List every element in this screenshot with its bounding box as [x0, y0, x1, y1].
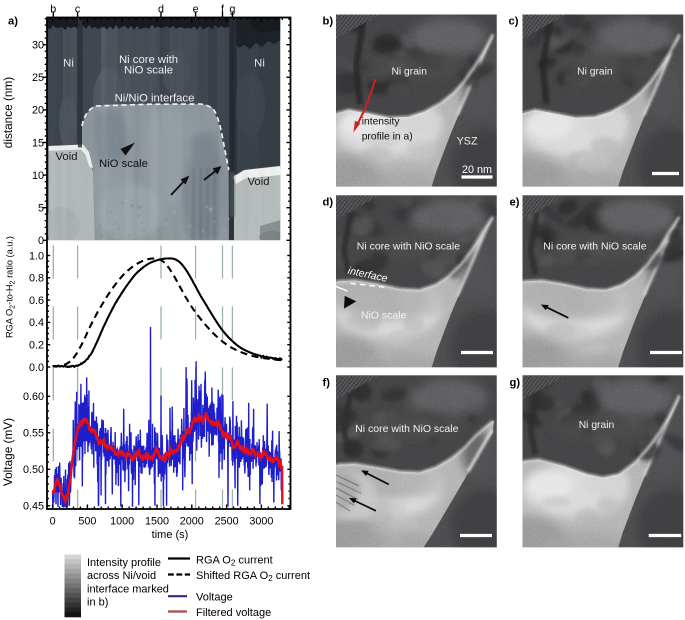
svg-text:Ni: Ni [63, 58, 74, 70]
svg-text:2000: 2000 [180, 516, 204, 528]
svg-text:0.4: 0.4 [29, 317, 44, 329]
svg-text:5: 5 [38, 203, 44, 215]
svg-text:0.6: 0.6 [29, 295, 44, 307]
svg-text:10: 10 [32, 170, 44, 182]
svg-text:NiO scale: NiO scale [361, 309, 407, 321]
svg-text:g): g) [510, 377, 521, 389]
svg-text:a): a) [8, 16, 18, 28]
svg-text:across Ni/void: across Ni/void [87, 570, 156, 582]
svg-text:0.0: 0.0 [29, 362, 44, 374]
svg-text:20 nm: 20 nm [462, 164, 492, 176]
svg-text:Ni core with NiO scale: Ni core with NiO scale [543, 241, 646, 253]
svg-text:0: 0 [50, 516, 56, 528]
svg-text:time (s): time (s) [152, 529, 189, 541]
svg-text:Ni grain: Ni grain [391, 67, 427, 78]
svg-text:NiO scale: NiO scale [124, 65, 173, 77]
svg-text:Intensity profile: Intensity profile [87, 557, 161, 569]
svg-text:Void: Void [248, 176, 270, 188]
svg-text:1500: 1500 [145, 516, 169, 528]
svg-text:30: 30 [32, 40, 44, 52]
svg-text:Void: Void [56, 151, 78, 163]
svg-text:0.8: 0.8 [29, 273, 44, 285]
svg-text:Ni grain: Ni grain [579, 420, 615, 431]
svg-text:0: 0 [38, 235, 44, 247]
svg-text:profile in a): profile in a) [362, 131, 413, 142]
svg-text:Ni core with: Ni core with [119, 54, 178, 66]
svg-text:0.50: 0.50 [23, 464, 44, 476]
svg-text:d: d [158, 4, 164, 16]
svg-text:20: 20 [32, 105, 44, 117]
svg-text:Voltage: Voltage [196, 592, 233, 604]
svg-text:b: b [50, 4, 56, 16]
svg-text:Ni core with NiO scale: Ni core with NiO scale [357, 241, 460, 253]
svg-text:g: g [229, 4, 235, 16]
svg-text:15: 15 [32, 137, 44, 149]
svg-text:RGA O2 current: RGA O2 current [196, 555, 273, 568]
svg-text:Ni: Ni [254, 58, 265, 70]
svg-text:interface marked: interface marked [87, 583, 169, 595]
svg-text:Shifted RGA O2 current: Shifted RGA O2 current [196, 570, 310, 583]
svg-text:c): c) [509, 16, 519, 28]
svg-text:500: 500 [78, 516, 96, 528]
svg-text:Ni grain: Ni grain [577, 67, 613, 78]
svg-text:0.2: 0.2 [29, 340, 44, 352]
svg-text:NiO scale: NiO scale [99, 158, 148, 170]
svg-text:in b): in b) [87, 597, 108, 609]
svg-text:e): e) [510, 197, 520, 209]
svg-text:YSZ: YSZ [457, 135, 478, 147]
svg-text:3000: 3000 [249, 516, 273, 528]
svg-text:0.45: 0.45 [23, 501, 44, 513]
svg-text:25: 25 [32, 72, 44, 84]
svg-text:0.55: 0.55 [23, 428, 44, 440]
svg-text:d): d) [323, 197, 334, 209]
svg-text:Filtered voltage: Filtered voltage [196, 607, 271, 619]
svg-text:e: e [193, 4, 199, 16]
svg-text:1000: 1000 [110, 516, 134, 528]
svg-text:c: c [75, 4, 81, 16]
svg-text:Ni core with NiO scale: Ni core with NiO scale [355, 423, 458, 435]
svg-text:f): f) [323, 377, 331, 389]
svg-text:intensity: intensity [362, 117, 401, 128]
svg-text:distance (nm): distance (nm) [1, 77, 15, 149]
svg-text:RGA O2-to-H2 ratio (a.u.): RGA O2-to-H2 ratio (a.u.) [5, 236, 17, 338]
svg-text:Voltage (mV): Voltage (mV) [1, 418, 15, 486]
svg-text:2500: 2500 [215, 516, 239, 528]
svg-text:f: f [221, 4, 225, 16]
svg-text:b): b) [323, 16, 334, 28]
svg-text:Ni/NiO interface: Ni/NiO interface [115, 93, 195, 105]
svg-text:0.60: 0.60 [23, 391, 44, 403]
svg-text:1.0: 1.0 [29, 250, 44, 262]
